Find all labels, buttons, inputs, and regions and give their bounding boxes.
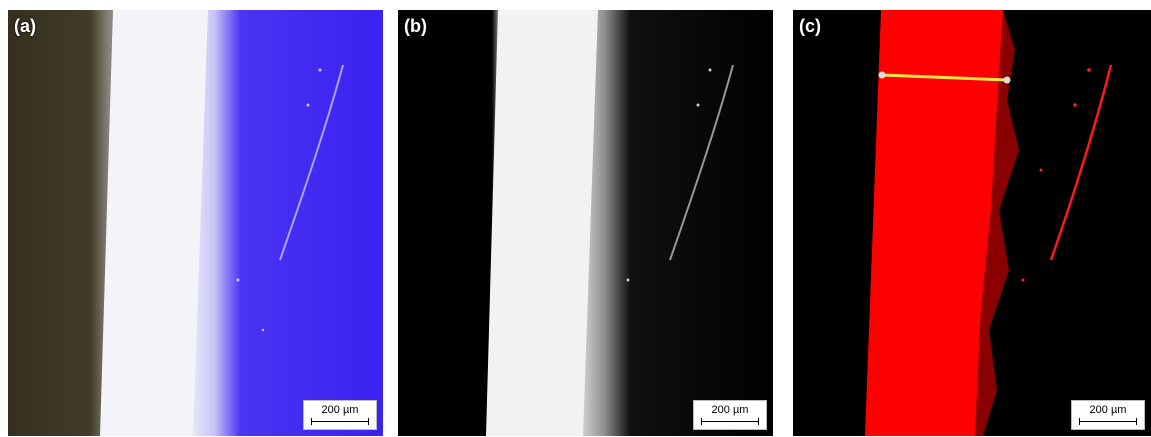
- scale-bar-line-c: [1079, 418, 1137, 425]
- scale-bar-line-b: [701, 418, 759, 425]
- scale-bar-b: 200 µm: [693, 400, 767, 430]
- scale-bar-c: 200 µm: [1071, 400, 1145, 430]
- measurement-endpoint-right: [1003, 76, 1011, 84]
- micrograph-panel-b: (b) 200 µm: [398, 10, 773, 436]
- panel-label-b: (b): [404, 16, 427, 36]
- scale-bar-label-a: 200 µm: [321, 404, 359, 416]
- micrograph-image-b: [398, 10, 773, 436]
- measurement-endpoint-left: [878, 71, 886, 79]
- scale-bar-a: 200 µm: [303, 400, 377, 430]
- panel-label-a: (a): [14, 16, 36, 36]
- micrograph-image-a: [8, 10, 383, 436]
- scale-bar-line-a: [311, 418, 369, 425]
- panel-label-c: (c): [799, 16, 821, 36]
- scale-bar-label-c: 200 µm: [1089, 404, 1127, 416]
- measurement-line: [881, 73, 1008, 82]
- scale-bar-label-b: 200 µm: [711, 404, 749, 416]
- threshold-region: [865, 10, 1003, 436]
- micrograph-panel-c: (c) 200 µm: [793, 10, 1151, 436]
- micrograph-panel-a: (a) 200 µm: [8, 10, 383, 436]
- micrograph-image-c: [793, 10, 1151, 436]
